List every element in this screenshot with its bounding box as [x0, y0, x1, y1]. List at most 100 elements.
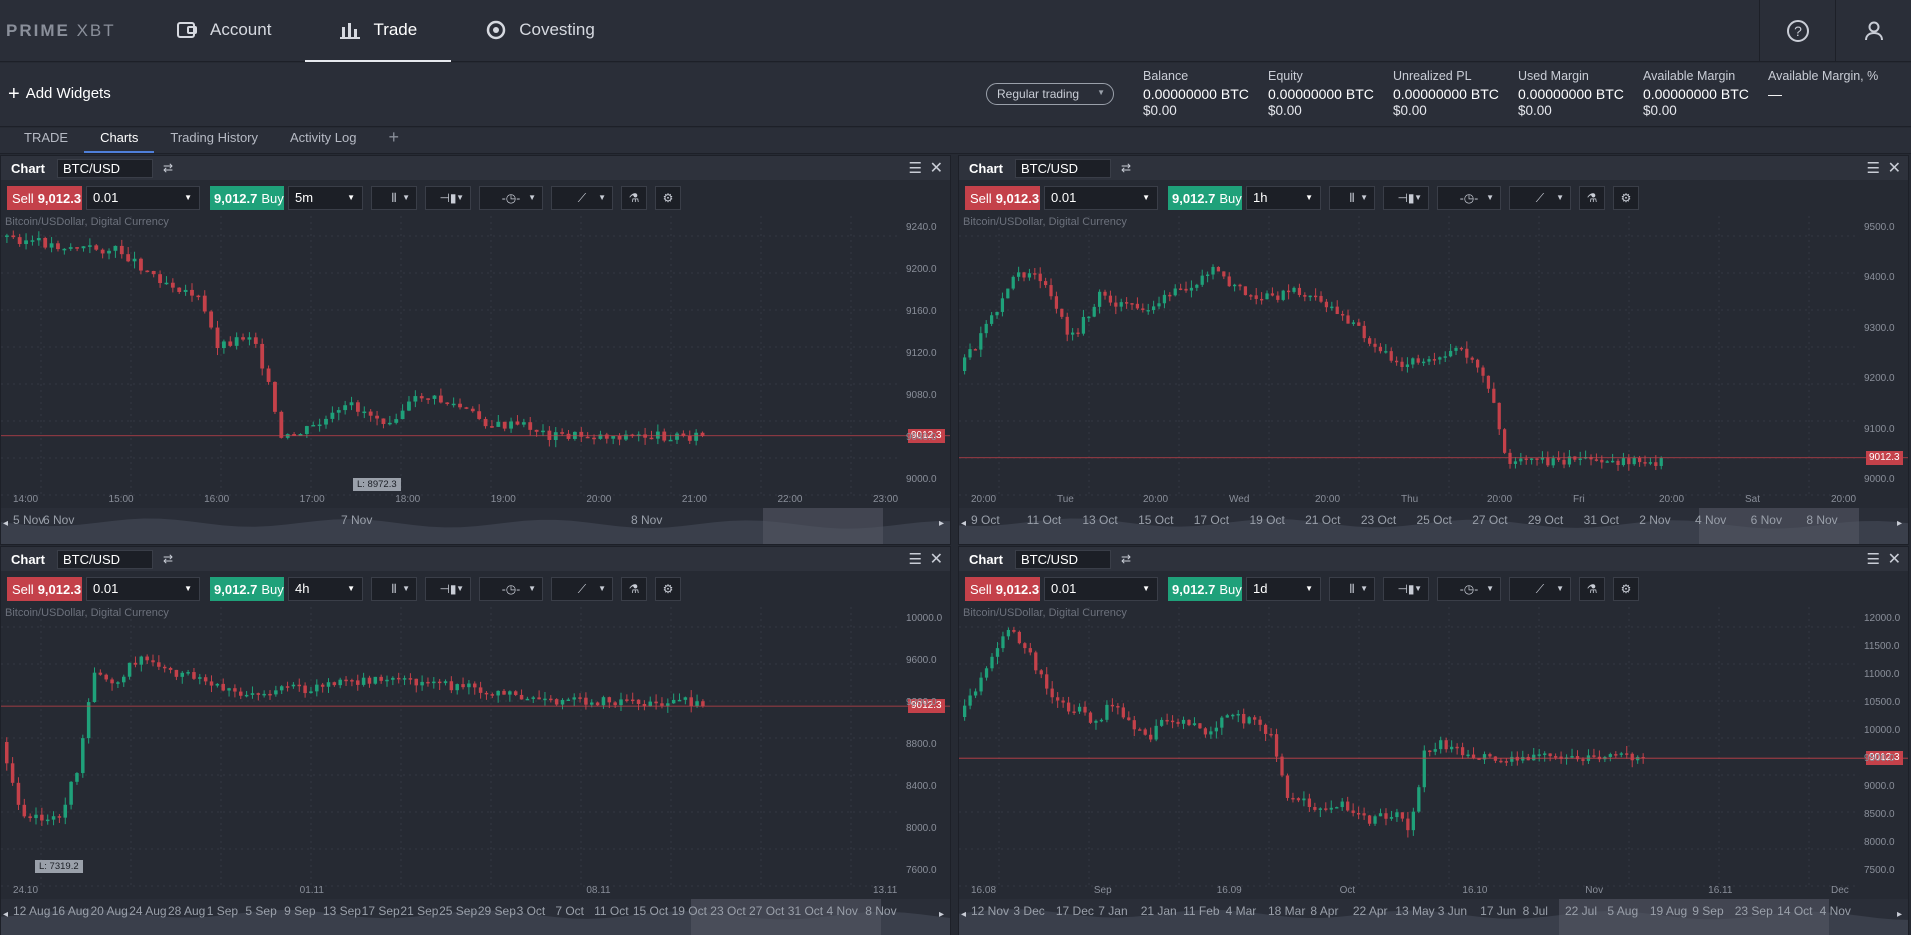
help-button[interactable]: ? [1759, 0, 1835, 62]
tab-charts[interactable]: Charts [84, 130, 155, 153]
timeframe-select[interactable]: 1h ▼ [1246, 186, 1321, 210]
navigator-left-arrow[interactable]: ◂ [3, 909, 9, 920]
timeframe-select[interactable]: 4h ▼ [288, 577, 363, 601]
swap-symbol-icon[interactable]: ⇄ [1121, 552, 1132, 566]
indicators-button[interactable]: ⊣▮ ▼ [1383, 186, 1429, 210]
lab-button[interactable]: ⚗ [621, 577, 647, 601]
time-navigator[interactable]: ◂ ▸ 9 Oct 11 Oct 13 Oct 15 Oct 17 Oct 19 Oct 21 … [959, 508, 1908, 544]
close-icon[interactable]: ✕ [929, 160, 943, 177]
symbol-input[interactable]: BTC/USD [1015, 158, 1111, 178]
quantity-select[interactable]: 0.01 ▼ [86, 186, 200, 210]
navigator-right-arrow[interactable]: ▸ [938, 909, 944, 920]
settings-button[interactable]: ⚙ [1613, 577, 1639, 601]
nav-tab-covesting[interactable]: Covesting [451, 0, 629, 62]
drawing-tools-button[interactable]: ⟋ ▼ [1509, 186, 1571, 210]
tab-trade[interactable]: TRADE [24, 130, 69, 145]
buy-button[interactable]: 9,012.7 Buy [1168, 577, 1242, 601]
navigator-window[interactable] [763, 508, 883, 544]
swap-symbol-icon[interactable]: ⇄ [1121, 161, 1132, 175]
nav-tab-trade[interactable]: Trade [305, 0, 452, 62]
price-chart[interactable] [1, 156, 951, 545]
buy-button[interactable]: 9,012.7 Buy [210, 577, 284, 601]
close-icon[interactable]: ✕ [929, 551, 943, 568]
symbol-input[interactable]: BTC/USD [1015, 549, 1111, 569]
price-chart[interactable] [959, 547, 1909, 935]
candle-body [1088, 712, 1093, 723]
hamburger-menu-icon[interactable]: ☰ [908, 160, 922, 177]
symbol-input[interactable]: BTC/USD [57, 549, 153, 569]
time-button[interactable]: -◷- ▼ [479, 186, 543, 210]
close-icon[interactable]: ✕ [1887, 551, 1901, 568]
candle-body [122, 676, 126, 683]
time-navigator[interactable]: ◂ ▸ 5 Nov 6 Nov 7 Nov 8 Nov [1, 508, 950, 544]
nav-tab-account[interactable]: Account [142, 0, 305, 62]
quantity-select[interactable]: 0.01 ▼ [1044, 186, 1158, 210]
indicators-button[interactable]: ⊣▮ ▼ [425, 577, 471, 601]
chart-type-button[interactable]: ⫴ ▼ [1329, 577, 1375, 601]
price-chart[interactable] [1, 547, 951, 935]
navigator-window[interactable] [691, 899, 881, 935]
lab-button[interactable]: ⚗ [621, 186, 647, 210]
tab-trading-history[interactable]: Trading History [170, 130, 259, 145]
symbol-input[interactable]: BTC/USD [57, 158, 153, 178]
add-tab-button[interactable]: + [388, 127, 400, 147]
hamburger-menu-icon[interactable]: ☰ [1866, 160, 1880, 177]
lab-button[interactable]: ⚗ [1579, 186, 1605, 210]
buy-button[interactable]: 9,012.7 Buy [1168, 186, 1242, 210]
timeframe-value: 1d [1253, 581, 1268, 596]
candle-body [1168, 294, 1172, 297]
timeframe-select[interactable]: 1d ▼ [1246, 577, 1321, 601]
buy-button[interactable]: 9,012.7 Buy [210, 186, 284, 210]
navigator-right-arrow[interactable]: ▸ [1896, 518, 1902, 529]
sell-button[interactable]: Sell 9,012.3 [965, 186, 1040, 210]
navigator-right-arrow[interactable]: ▸ [938, 518, 944, 529]
candle-body [202, 295, 207, 312]
navigator-left-arrow[interactable]: ◂ [961, 909, 967, 920]
navigator-window[interactable] [1699, 508, 1859, 544]
time-button[interactable]: -◷- ▼ [1437, 577, 1501, 601]
candle-body [1220, 717, 1224, 728]
time-navigator[interactable]: ◂ ▸ 12 Nov 3 Dec 17 Dec 7 Jan 21 Jan 11 Feb 4 Ma… [959, 899, 1908, 935]
trading-mode-select[interactable]: Regular trading ▼ [986, 83, 1114, 105]
drawing-tools-button[interactable]: ⟋ ▼ [1509, 577, 1571, 601]
hamburger-menu-icon[interactable]: ☰ [908, 551, 922, 568]
drawing-tools-button[interactable]: ⟋ ▼ [551, 186, 613, 210]
timeframe-select[interactable]: 5m ▼ [288, 186, 363, 210]
chart-type-button[interactable]: ⫴ ▼ [1329, 186, 1375, 210]
close-icon[interactable]: ✕ [1887, 160, 1901, 177]
settings-button[interactable]: ⚙ [1613, 186, 1639, 210]
candle-body [221, 683, 225, 691]
indicators-button[interactable]: ⊣▮ ▼ [1383, 577, 1429, 601]
time-navigator[interactable]: ◂ ▸ 12 Aug 16 Aug 20 Aug 24 Aug 28 Aug 1 Sep 5 S… [1, 899, 950, 935]
swap-symbol-icon[interactable]: ⇄ [163, 161, 174, 175]
chart-type-button[interactable]: ⫴ ▼ [371, 577, 417, 601]
candle-body [1611, 460, 1615, 463]
indicators-button[interactable]: ⊣▮ ▼ [425, 186, 471, 210]
hamburger-menu-icon[interactable]: ☰ [1866, 551, 1880, 568]
settings-button[interactable]: ⚙ [655, 186, 681, 210]
sell-button[interactable]: Sell 9,012.3 [7, 186, 82, 210]
primexbt-logo[interactable]: PRIME XBT [0, 21, 130, 41]
price-chart[interactable] [959, 156, 1909, 545]
navigator-left-arrow[interactable]: ◂ [3, 518, 9, 529]
time-button[interactable]: -◷- ▼ [1437, 186, 1501, 210]
drawing-tools-button[interactable]: ⟋ ▼ [551, 577, 613, 601]
tab-activity-log[interactable]: Activity Log [290, 130, 357, 145]
time-button[interactable]: -◷- ▼ [479, 577, 543, 601]
lab-button[interactable]: ⚗ [1579, 577, 1605, 601]
chart-type-button[interactable]: ⫴ ▼ [371, 186, 417, 210]
navigator-mini-chart [959, 508, 1908, 544]
add-widgets-button[interactable]: + Add Widgets [8, 84, 111, 104]
navigator-left-arrow[interactable]: ◂ [961, 518, 967, 529]
x-axis-label: Tue [1057, 494, 1074, 505]
candle-body [1422, 750, 1426, 788]
user-profile-button[interactable] [1835, 0, 1911, 62]
sell-button[interactable]: Sell 9,012.3 [7, 577, 82, 601]
sell-button[interactable]: Sell 9,012.3 [965, 577, 1040, 601]
navigator-window[interactable] [1559, 899, 1829, 935]
navigator-right-arrow[interactable]: ▸ [1896, 909, 1902, 920]
settings-button[interactable]: ⚙ [655, 577, 681, 601]
swap-symbol-icon[interactable]: ⇄ [163, 552, 174, 566]
quantity-select[interactable]: 0.01 ▼ [86, 577, 200, 601]
quantity-select[interactable]: 0.01 ▼ [1044, 577, 1158, 601]
